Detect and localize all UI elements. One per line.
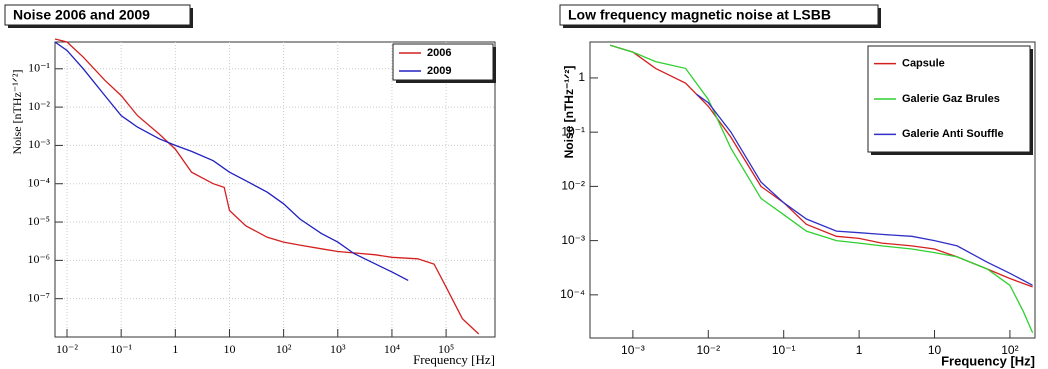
- x-tick-label: 10⁻³: [621, 343, 645, 357]
- x-tick-label: 10⁻²: [56, 342, 78, 356]
- series-line: [54, 38, 480, 335]
- y-axis-label: Noise [nTHz⁻¹ᐟ²]: [562, 66, 576, 159]
- legend-label: Capsule: [902, 58, 945, 70]
- legend-label: Galerie Anti Souffle: [902, 128, 1004, 140]
- y-tick-label: 10⁻²: [28, 99, 50, 113]
- x-tick-label: 10: [223, 342, 235, 356]
- y-tick-label: 10⁻³: [28, 137, 50, 151]
- y-tick-label: 10⁻¹: [561, 124, 585, 138]
- y-tick-label: 10⁻¹: [28, 61, 50, 75]
- chart-title: Low frequency magnetic noise at LSBB: [568, 7, 831, 23]
- y-tick-label: 10⁻⁶: [27, 252, 50, 266]
- x-tick-label: 10³: [330, 342, 346, 356]
- title-box: [4, 4, 191, 26]
- legend-label: Galerie Gaz Brules: [902, 93, 1000, 105]
- x-tick-label: 10⁴: [384, 342, 400, 356]
- y-tick-label: 10⁻⁷: [27, 290, 50, 304]
- y-tick-label: 10⁻²: [561, 179, 585, 193]
- y-tick-label: 10⁻⁵: [27, 214, 50, 228]
- legend-label: 2009: [427, 65, 451, 77]
- y-tick-label: 10⁻⁴: [560, 287, 585, 301]
- x-tick-label: 10²: [276, 342, 292, 356]
- y-tick-label: 10⁻⁴: [27, 175, 50, 189]
- x-axis-label: Frequency [Hz]: [413, 352, 495, 367]
- y-tick-label: 10⁻³: [561, 233, 585, 247]
- series-line: [54, 41, 409, 281]
- legend-label: 2006: [427, 47, 451, 59]
- y-tick-label: 1: [578, 70, 585, 84]
- series-line: [610, 44, 1034, 333]
- x-tick-label: 10²: [1001, 343, 1018, 357]
- series-line: [696, 93, 1033, 286]
- legend-box: [392, 43, 494, 81]
- chart-title: Noise 2006 and 2009: [13, 7, 150, 23]
- x-tick-label: 10: [928, 343, 942, 357]
- x-tick-label: 10⁻¹: [110, 342, 132, 356]
- x-tick-label: 10⁻¹: [772, 343, 796, 357]
- x-tick-label: 1: [856, 343, 863, 357]
- x-tick-label: 1: [172, 342, 178, 356]
- plot-frame: [54, 41, 496, 338]
- x-tick-label: 10⁵: [438, 342, 454, 356]
- x-axis-label: Frequency [Hz]: [941, 353, 1035, 368]
- title-box: [559, 4, 879, 26]
- x-tick-label: 10⁻²: [696, 343, 720, 357]
- y-axis-label: Noise [nTHz⁻¹ᐟ²]: [10, 70, 24, 155]
